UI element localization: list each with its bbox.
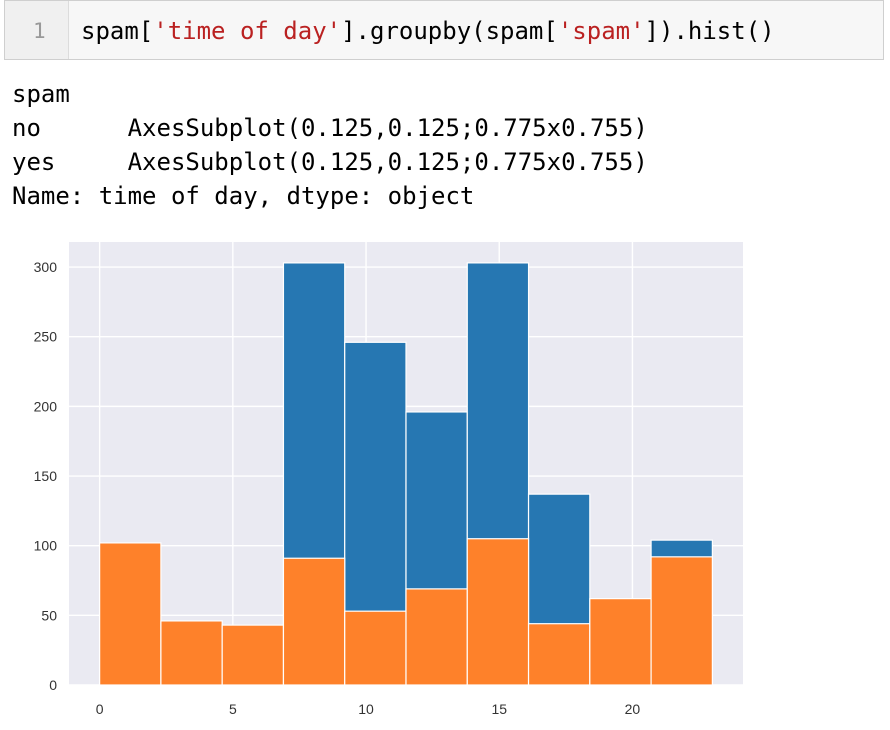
output-line: Name: time of day, dtype: object <box>12 182 475 210</box>
orange-histogram-bar <box>650 556 713 686</box>
y-tick-label: 200 <box>34 398 58 414</box>
x-tick-label: 15 <box>491 701 507 717</box>
code-text: ].groupby(spam[ <box>341 17 558 45</box>
y-tick-label: 100 <box>34 538 58 554</box>
orange-histogram-bar <box>589 598 652 686</box>
code-string: 'time of day' <box>153 17 342 45</box>
orange-histogram-bar <box>99 542 162 686</box>
output-line: no AxesSubplot(0.125,0.125;0.775x0.755) <box>12 114 648 142</box>
orange-histogram-bar <box>527 623 591 686</box>
y-tick-label: 300 <box>34 259 58 275</box>
orange-histogram-bar <box>405 588 468 686</box>
orange-histogram-bar <box>466 538 530 686</box>
code-line[interactable]: spam['time of day'].groupby(spam['spam']… <box>81 17 775 45</box>
orange-histogram-bar <box>160 620 223 686</box>
code-text: ]).hist() <box>644 17 775 45</box>
output-line: spam <box>12 80 70 108</box>
output-line: yes AxesSubplot(0.125,0.125;0.775x0.755) <box>12 148 648 176</box>
bars <box>99 262 713 686</box>
line-number: 1 <box>33 19 46 43</box>
y-tick-label: 150 <box>34 468 58 484</box>
x-tick-label: 5 <box>229 701 237 717</box>
code-text: spam[ <box>81 17 154 45</box>
code-cell[interactable]: 1 spam['time of day'].groupby(spam['spam… <box>4 0 884 60</box>
orange-histogram-bar <box>221 624 285 686</box>
orange-histogram-bar <box>344 610 407 686</box>
y-tick-label: 250 <box>34 329 58 345</box>
cell-gutter: 1 <box>5 1 69 59</box>
y-tick-label: 50 <box>41 607 57 623</box>
x-tick-label: 20 <box>625 701 641 717</box>
code-string: 'spam' <box>557 17 645 45</box>
orange-histogram-bar <box>282 557 346 686</box>
x-tick-label: 0 <box>96 701 104 717</box>
y-tick-label: 0 <box>49 677 57 693</box>
x-tick-label: 10 <box>358 701 374 717</box>
